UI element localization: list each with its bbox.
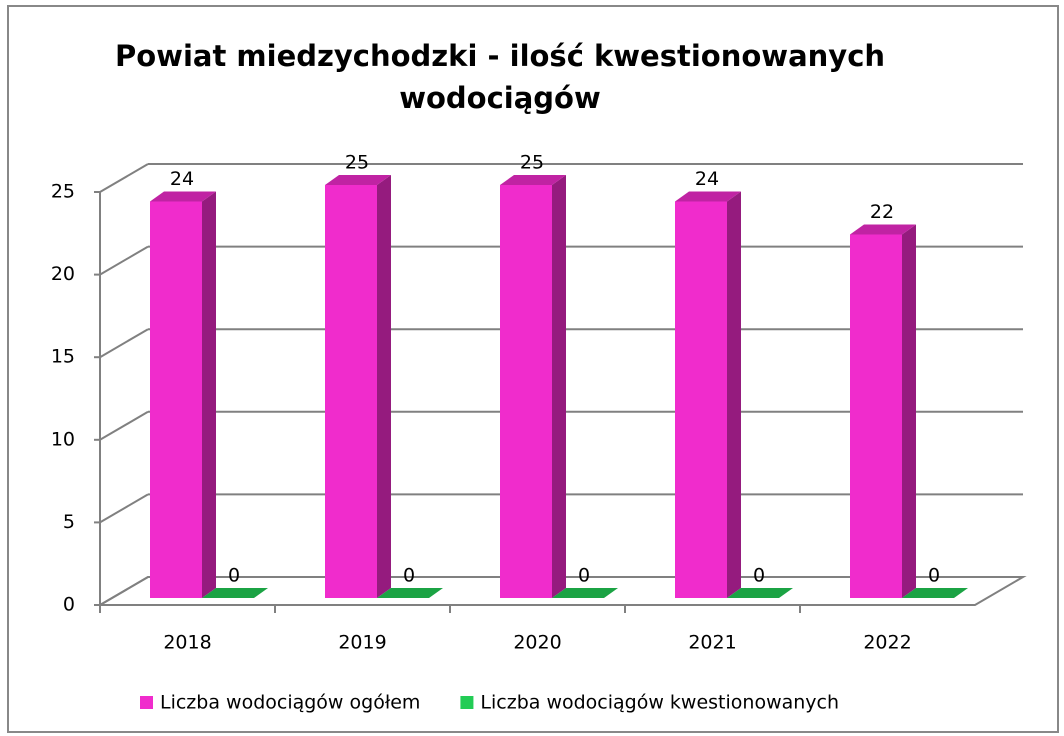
bar-face <box>727 588 793 598</box>
bar-face <box>325 175 391 185</box>
bar-face <box>500 185 552 598</box>
grid-line <box>99 245 149 276</box>
bar-face <box>902 588 968 598</box>
bar-face <box>202 588 268 598</box>
data-label: 24 <box>170 168 194 190</box>
bar <box>850 224 916 598</box>
y-tick-label: 0 <box>63 594 75 616</box>
bar <box>377 588 443 598</box>
bar-face <box>150 201 202 598</box>
bar-face <box>850 224 916 235</box>
x-tick-label: 2019 <box>338 632 386 654</box>
bar-face <box>325 185 377 598</box>
bar <box>325 175 391 598</box>
chart-title: Powiat miedzychodzki - ilość kwestionowa… <box>115 39 885 73</box>
bar-face <box>675 191 741 202</box>
grid-line <box>99 493 149 524</box>
bar <box>675 191 741 598</box>
bar <box>500 175 566 598</box>
data-label: 0 <box>403 565 415 587</box>
x-tick-label: 2021 <box>688 632 736 654</box>
legend-label: Liczba wodociągów ogółem <box>160 692 420 714</box>
data-label: 0 <box>753 565 765 587</box>
bar-face <box>552 175 566 598</box>
grid-line <box>99 163 149 193</box>
bar <box>552 588 618 598</box>
data-label: 0 <box>928 565 940 587</box>
y-tick-label: 5 <box>63 511 75 533</box>
bar-face <box>500 175 566 185</box>
bar-face <box>377 175 391 598</box>
y-tick-label: 25 <box>51 181 75 203</box>
data-label: 24 <box>695 168 719 190</box>
bar-face <box>377 588 443 598</box>
data-label: 22 <box>870 201 894 223</box>
bar-face <box>850 234 902 598</box>
bar-face <box>727 191 741 598</box>
bar-face <box>150 191 216 202</box>
legend-swatch <box>140 696 153 709</box>
bar-face <box>552 588 618 598</box>
data-label: 25 <box>520 152 544 174</box>
bar <box>202 588 268 598</box>
bar-face <box>202 191 216 598</box>
legend-swatch <box>460 696 474 709</box>
y-tick-label: 10 <box>51 428 75 450</box>
bar <box>150 191 216 598</box>
grid-line <box>99 410 149 441</box>
bar-face <box>675 201 727 598</box>
bar-face <box>902 224 916 598</box>
y-tick-label: 20 <box>51 263 75 285</box>
y-tick-label: 15 <box>51 346 75 368</box>
legend-label: Liczba wodociągów kwestionowanych <box>480 692 839 714</box>
x-tick-label: 2022 <box>863 632 911 654</box>
x-tick-label: 2018 <box>163 632 211 654</box>
data-label: 0 <box>228 565 240 587</box>
data-label: 25 <box>345 152 369 174</box>
chart-title-line2: wodociągów <box>399 81 601 115</box>
grid-line <box>99 328 149 359</box>
grid-line <box>99 576 149 606</box>
x-tick-label: 2020 <box>513 632 561 654</box>
bar <box>727 588 793 598</box>
data-label: 0 <box>578 565 590 587</box>
bar <box>902 588 968 598</box>
